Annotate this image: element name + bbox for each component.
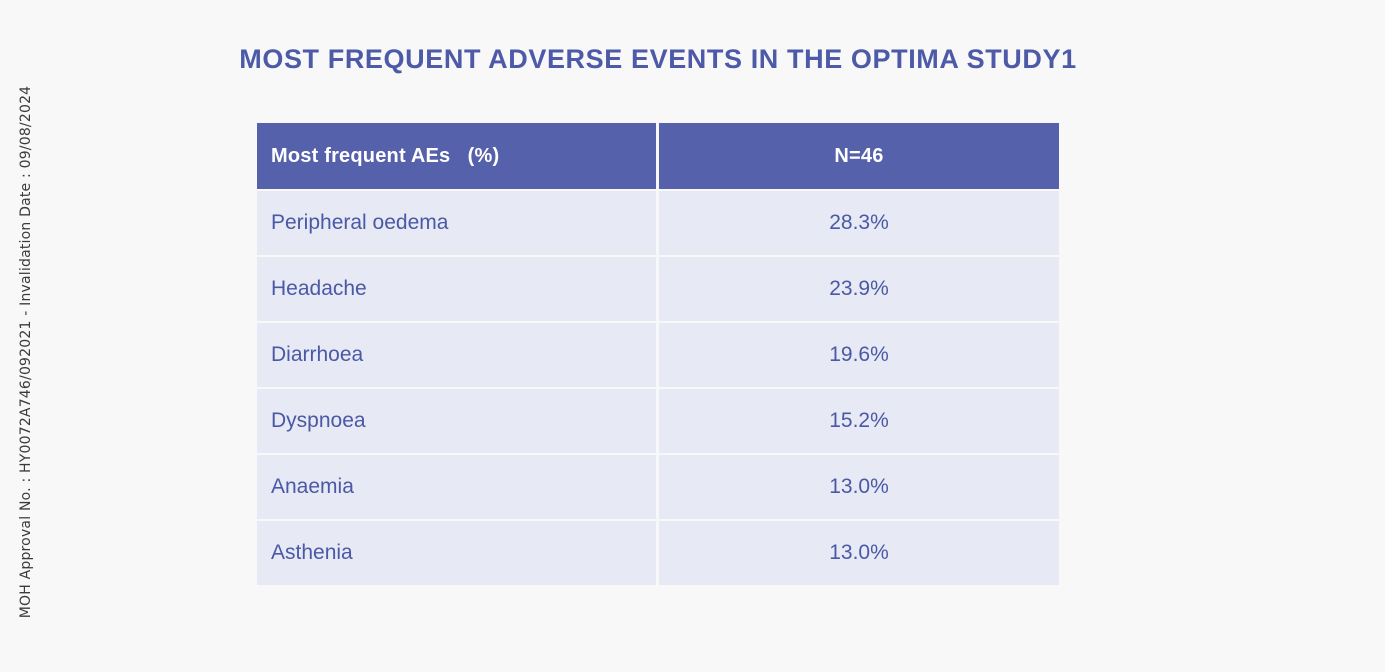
table-cell-event: Asthenia: [257, 521, 656, 585]
table-cell-event: Headache: [257, 257, 656, 321]
table-cell-value: 15.2%: [659, 389, 1059, 453]
table-cell-value: 19.6%: [659, 323, 1059, 387]
table-header-most-frequent-aes: Most frequent AEs (%): [257, 123, 656, 189]
table-cell-value: 23.9%: [659, 257, 1059, 321]
table-cell-value: 13.0%: [659, 521, 1059, 585]
table-cell-event: Diarrhoea: [257, 323, 656, 387]
adverse-events-table: Most frequent AEs (%) N=46 Peripheral oe…: [257, 123, 1059, 585]
page-title: MOST FREQUENT ADVERSE EVENTS IN THE OPTI…: [239, 44, 1077, 74]
table-cell-value: 13.0%: [659, 455, 1059, 519]
table-cell-event: Peripheral oedema: [257, 191, 656, 255]
moh-approval-watermark: MOH Approval No. : HY0072A746/092021 - I…: [18, 85, 34, 619]
table-cell-value: 28.3%: [659, 191, 1059, 255]
table-cell-event: Anaemia: [257, 455, 656, 519]
table-cell-event: Dyspnoea: [257, 389, 656, 453]
table-header-n-count: N=46: [659, 123, 1059, 189]
